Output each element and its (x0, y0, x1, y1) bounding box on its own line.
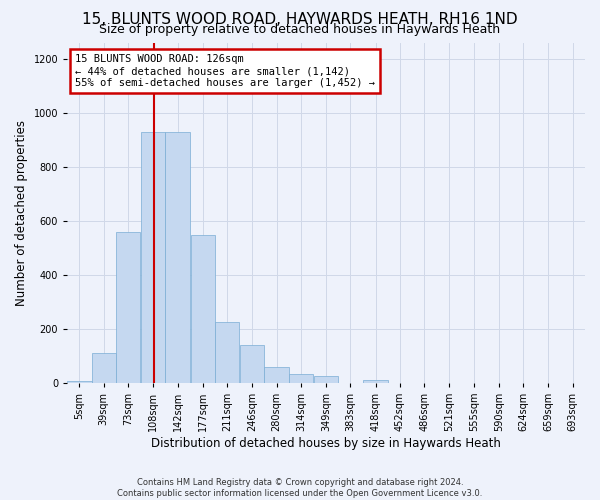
Bar (67, 381, 92, 383)
Bar (141, 132, 166, 383)
Y-axis label: Number of detached properties: Number of detached properties (15, 120, 28, 306)
Bar (215, 322, 239, 383)
Text: 15 BLUNTS WOOD ROAD: 126sqm
← 44% of detached houses are smaller (1,142)
55% of : 15 BLUNTS WOOD ROAD: 126sqm ← 44% of det… (75, 54, 375, 88)
Bar (265, 367, 289, 383)
Bar (92, 352, 116, 383)
Bar (166, 132, 190, 383)
X-axis label: Distribution of detached houses by size in Haywards Heath: Distribution of detached houses by size … (151, 437, 501, 450)
Bar (364, 380, 388, 383)
Text: 15, BLUNTS WOOD ROAD, HAYWARDS HEATH, RH16 1ND: 15, BLUNTS WOOD ROAD, HAYWARDS HEATH, RH… (82, 12, 518, 28)
Bar (314, 376, 338, 383)
Text: Contains HM Land Registry data © Crown copyright and database right 2024.
Contai: Contains HM Land Registry data © Crown c… (118, 478, 482, 498)
Bar (289, 374, 313, 383)
Text: Size of property relative to detached houses in Haywards Heath: Size of property relative to detached ho… (100, 22, 500, 36)
Bar (240, 345, 265, 383)
Bar (191, 235, 215, 383)
Bar (116, 232, 140, 383)
